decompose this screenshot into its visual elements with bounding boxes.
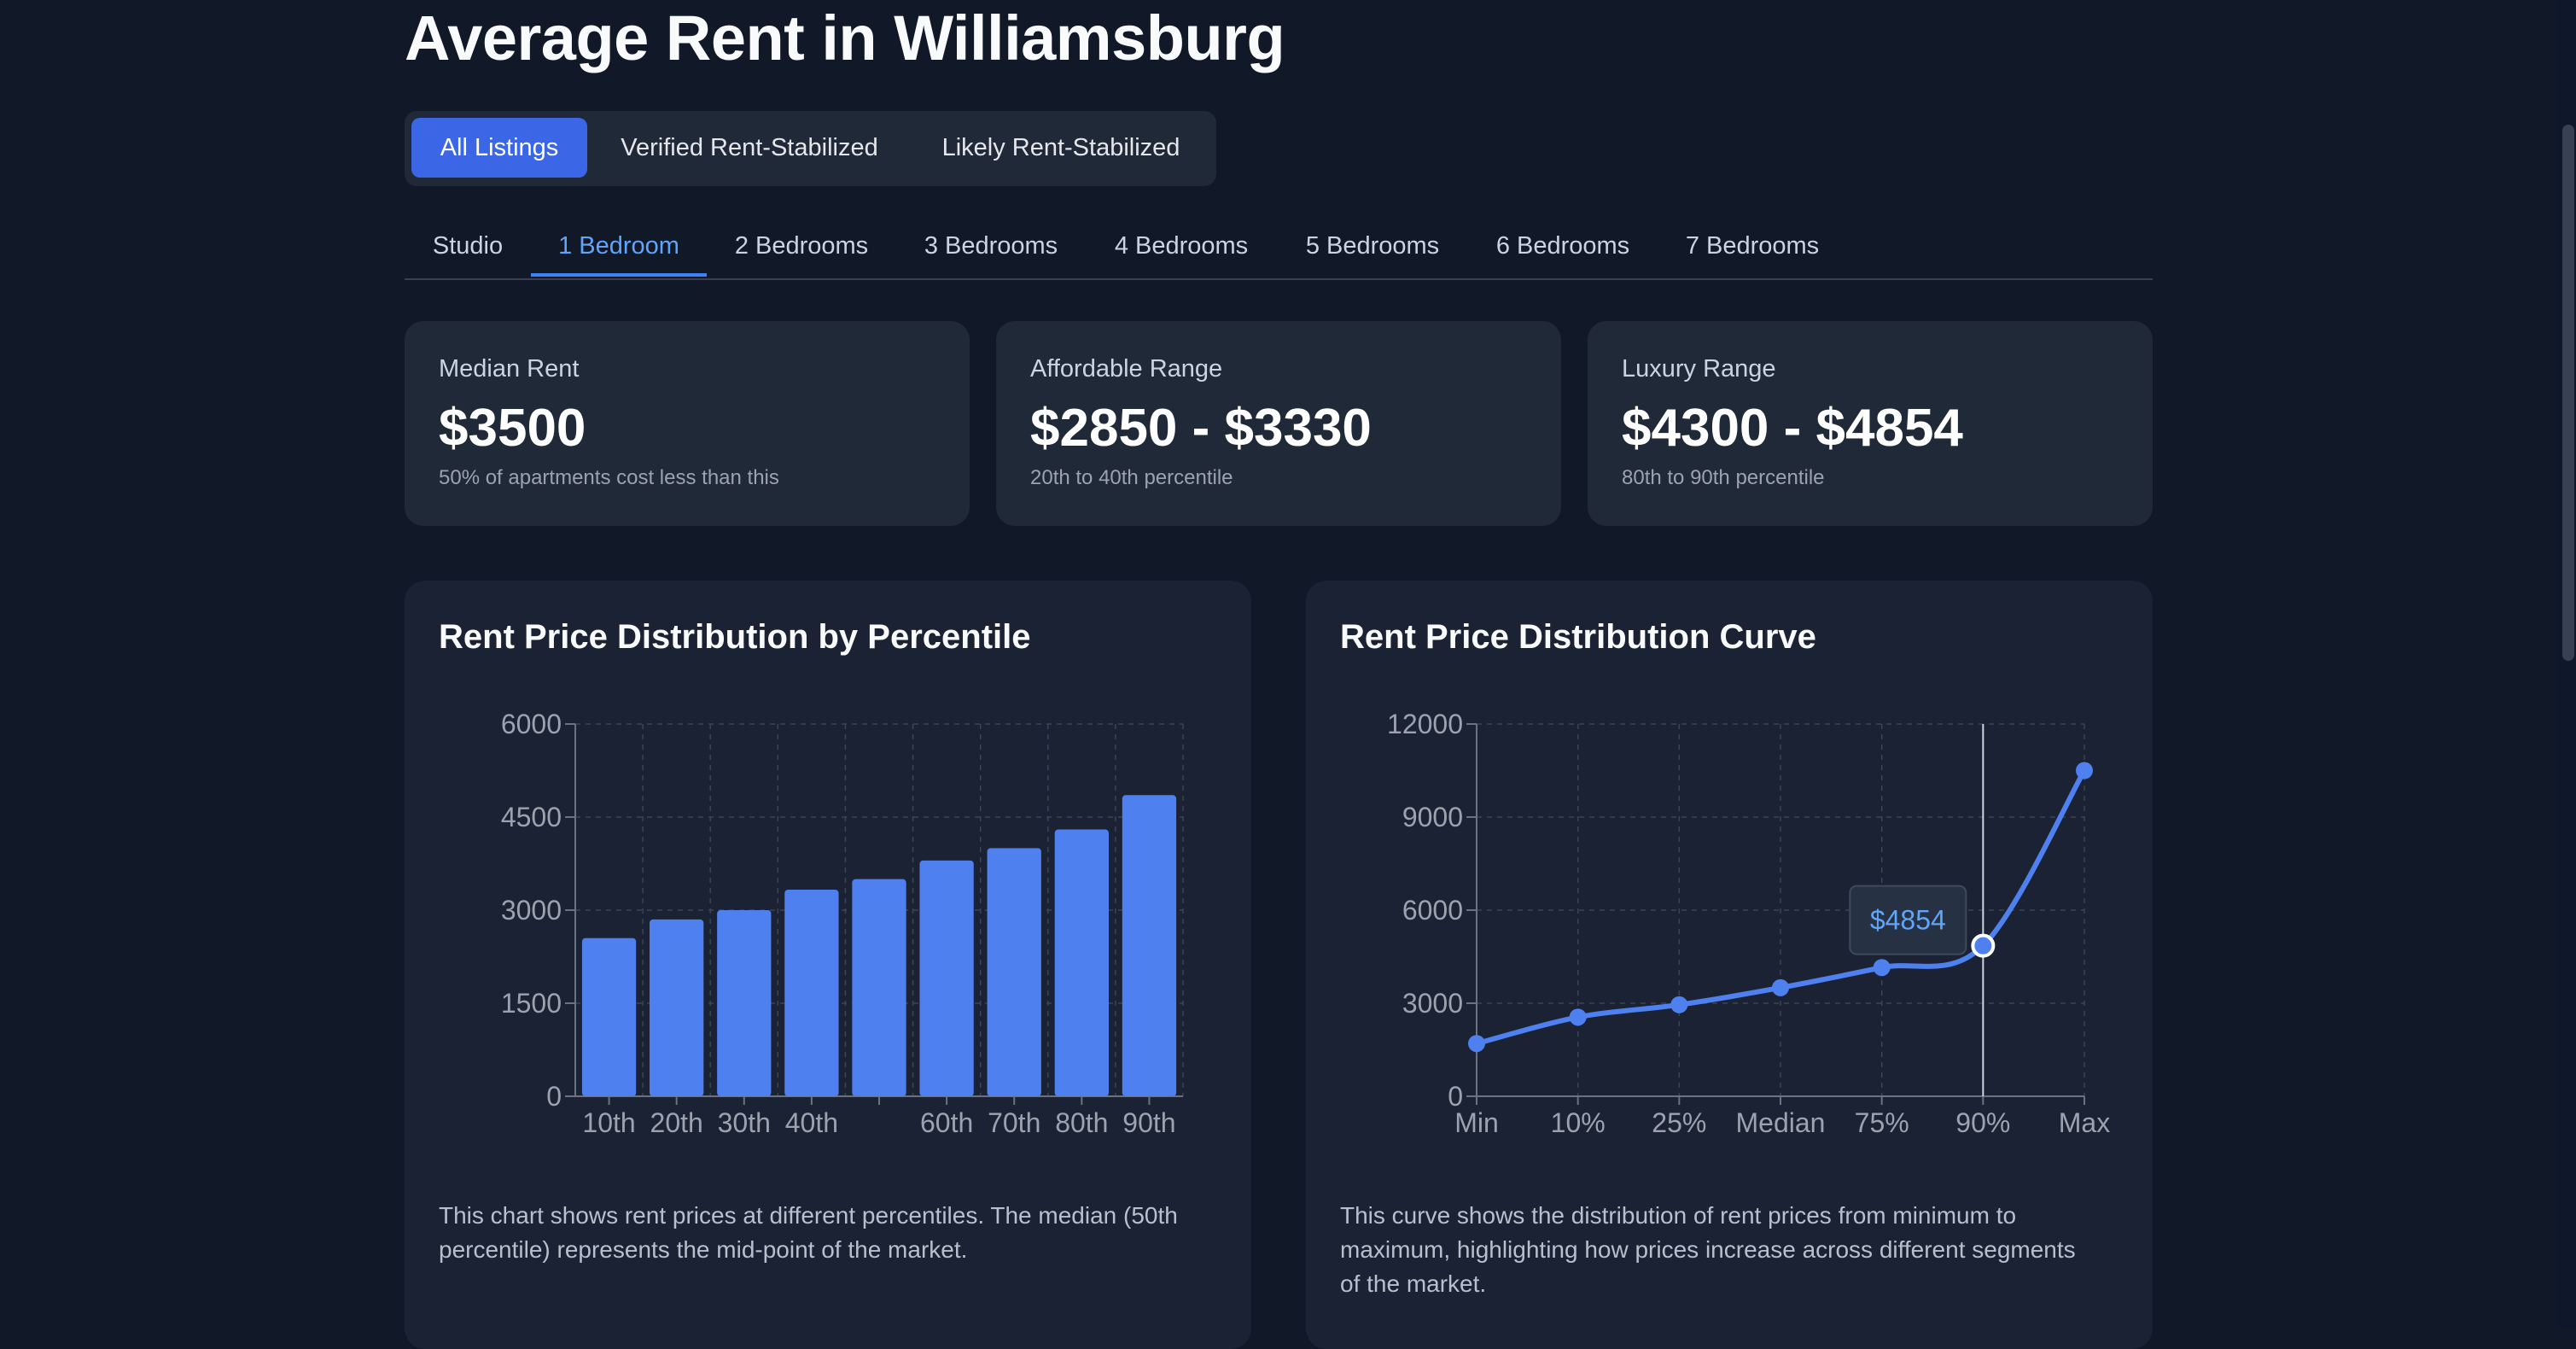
stat-subtext: 80th to 90th percentile: [1622, 466, 1825, 489]
listing-type-filter: All Listings Verified Rent-Stabilized Li…: [405, 111, 1216, 186]
affordable-range-card: Affordable Range $2850 - $3330 20th to 4…: [996, 321, 1561, 526]
y-tick-label: 6000: [501, 709, 562, 739]
bar-10th: [581, 937, 637, 1096]
bar-20th: [650, 919, 704, 1096]
chart-description: This curve shows the distribution of ren…: [1340, 1199, 2076, 1301]
bar-80th: [1054, 829, 1109, 1096]
point-25%: [1670, 996, 1688, 1013]
chart-description-line: This chart shows rent prices at differen…: [439, 1202, 1178, 1229]
x-tick-label: 70th: [988, 1107, 1040, 1138]
stat-label: Affordable Range: [1030, 355, 1223, 383]
tab-2-bedrooms[interactable]: 2 Bedrooms: [734, 232, 869, 260]
stat-subtext: 20th to 40th percentile: [1030, 466, 1233, 489]
tab-7-bedrooms[interactable]: 7 Bedrooms: [1685, 232, 1820, 260]
x-tick-label: 25%: [1652, 1107, 1706, 1138]
filter-all-listings[interactable]: All Listings: [411, 118, 587, 178]
distribution-curve-card: Rent Price Distribution Curve 0 3000 6000 9…: [1306, 581, 2153, 1349]
chart-title: Rent Price Distribution Curve: [1340, 618, 1816, 656]
stat-label: Median Rent: [439, 355, 580, 383]
bar-40th: [784, 890, 839, 1096]
bar-90th: [1122, 795, 1177, 1096]
chart-description-line: percentile) represents the mid-point of …: [439, 1236, 968, 1263]
page-title: Average Rent in Williamsburg: [405, 3, 1285, 73]
x-tick-label: 75%: [1855, 1107, 1909, 1138]
point-Max: [2076, 762, 2093, 780]
tab-4-bedrooms[interactable]: 4 Bedrooms: [1114, 232, 1249, 260]
y-tick-label: 3000: [501, 895, 562, 926]
tab-studio[interactable]: Studio: [432, 232, 504, 260]
y-tick-label: 0: [1448, 1081, 1463, 1112]
point-Min: [1468, 1035, 1485, 1053]
x-tick-label: 20th: [650, 1107, 703, 1138]
x-tick-label: Max: [2059, 1107, 2110, 1138]
x-tick-label: Median: [1736, 1107, 1826, 1138]
point-Median: [1772, 978, 1789, 996]
x-tick-label: 60th: [920, 1107, 973, 1138]
bedroom-tabs: Studio 1 Bedroom 2 Bedrooms 3 Bedrooms 4…: [405, 213, 2153, 280]
stat-value: $3500: [439, 399, 586, 458]
y-tick-label: 0: [546, 1081, 562, 1112]
x-tick-label: 30th: [718, 1107, 771, 1138]
stat-label: Luxury Range: [1622, 355, 1776, 383]
y-tick-label: 6000: [1402, 895, 1463, 926]
bar-70th: [987, 848, 1041, 1096]
point-10%: [1569, 1008, 1587, 1026]
tooltip-box: [1849, 885, 1967, 955]
chart-description-line: of the market.: [1340, 1270, 1487, 1297]
percentile-bar-chart: 0 1500 3000 4500 6000 10th 20th 30th 40th 60th 70t…: [501, 709, 1184, 1138]
filter-likely-rent-stabilized[interactable]: Likely Rent-Stabilized: [941, 134, 1180, 161]
distribution-line-chart: 0 3000 6000 9000 12000 Min 10% 25% Median 75% 90% M…: [1387, 709, 2110, 1138]
bar-60th: [919, 860, 974, 1096]
median-rent-card: Median Rent $3500 50% of apartments cost…: [405, 321, 970, 526]
bar-50th: [852, 879, 906, 1096]
luxury-range-card: Luxury Range $4300 - $4854 80th to 90th …: [1588, 321, 2153, 526]
y-tick-label: 9000: [1402, 802, 1463, 832]
chart-description-line: maximum, highlighting how prices increas…: [1340, 1236, 2076, 1263]
y-tick-label: 1500: [501, 988, 562, 1019]
x-tick-label: 80th: [1055, 1107, 1108, 1138]
chart-title: Rent Price Distribution by Percentile: [439, 618, 1031, 656]
tab-1-bedroom[interactable]: 1 Bedroom: [531, 213, 707, 277]
stat-value: $2850 - $3330: [1030, 399, 1372, 458]
x-tick-label: 90%: [1955, 1107, 2010, 1138]
point-75%: [1873, 959, 1891, 977]
filter-verified-rent-stabilized[interactable]: Verified Rent-Stabilized: [621, 134, 878, 161]
x-tick-label: 10th: [582, 1107, 635, 1138]
x-tick-label: 90th: [1122, 1107, 1175, 1138]
stat-subtext: 50% of apartments cost less than this: [439, 466, 779, 489]
tab-5-bedrooms[interactable]: 5 Bedrooms: [1305, 232, 1440, 260]
tab-3-bedrooms[interactable]: 3 Bedrooms: [924, 232, 1058, 260]
chart-description-line: This curve shows the distribution of ren…: [1340, 1202, 2017, 1229]
x-tick-label: Min: [1454, 1107, 1499, 1138]
stat-value: $4300 - $4854: [1622, 399, 1963, 458]
x-tick-label: 10%: [1551, 1107, 1606, 1138]
point-90%-active: [1971, 933, 1996, 958]
y-tick-label: 12000: [1387, 709, 1463, 739]
chart-description: This chart shows rent prices at differen…: [439, 1199, 1178, 1267]
scrollbar-thumb[interactable]: [2562, 125, 2574, 661]
y-tick-label: 4500: [501, 802, 562, 832]
tab-6-bedrooms[interactable]: 6 Bedrooms: [1495, 232, 1630, 260]
x-tick-label: 40th: [785, 1107, 838, 1138]
bar-30th: [717, 910, 772, 1096]
tooltip-value: $4854: [1870, 905, 1946, 936]
y-tick-label: 3000: [1402, 988, 1463, 1019]
